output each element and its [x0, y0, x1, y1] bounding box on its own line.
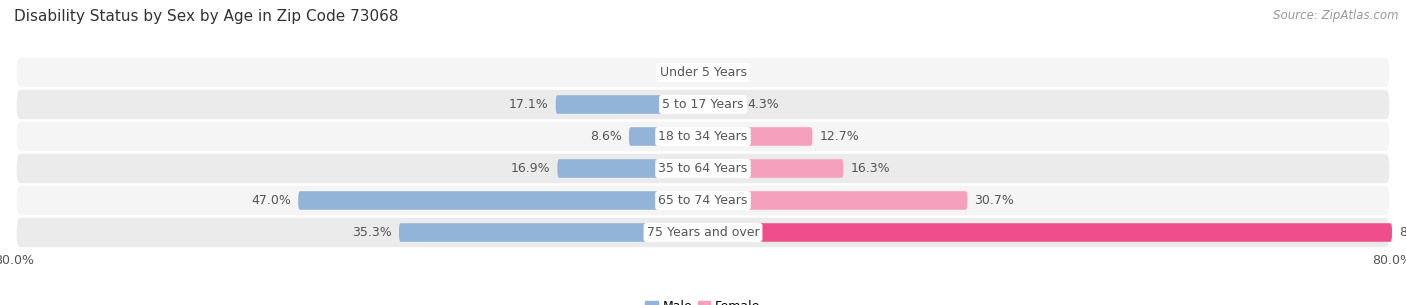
- Text: 4.3%: 4.3%: [747, 98, 779, 111]
- Text: 16.3%: 16.3%: [851, 162, 890, 175]
- Text: 35 to 64 Years: 35 to 64 Years: [658, 162, 748, 175]
- FancyBboxPatch shape: [17, 218, 1389, 247]
- FancyBboxPatch shape: [703, 159, 844, 178]
- FancyBboxPatch shape: [298, 191, 703, 210]
- Text: Under 5 Years: Under 5 Years: [659, 66, 747, 79]
- Text: 16.9%: 16.9%: [510, 162, 551, 175]
- FancyBboxPatch shape: [555, 95, 703, 114]
- FancyBboxPatch shape: [399, 223, 703, 242]
- Text: 5 to 17 Years: 5 to 17 Years: [662, 98, 744, 111]
- FancyBboxPatch shape: [17, 58, 1389, 87]
- Text: 65 to 74 Years: 65 to 74 Years: [658, 194, 748, 207]
- Text: 18 to 34 Years: 18 to 34 Years: [658, 130, 748, 143]
- FancyBboxPatch shape: [703, 191, 967, 210]
- Legend: Male, Female: Male, Female: [641, 295, 765, 305]
- Text: 35.3%: 35.3%: [353, 226, 392, 239]
- Text: 0.0%: 0.0%: [664, 66, 696, 79]
- FancyBboxPatch shape: [17, 122, 1389, 151]
- FancyBboxPatch shape: [703, 127, 813, 146]
- FancyBboxPatch shape: [703, 95, 740, 114]
- Text: 30.7%: 30.7%: [974, 194, 1014, 207]
- FancyBboxPatch shape: [557, 159, 703, 178]
- FancyBboxPatch shape: [628, 127, 703, 146]
- FancyBboxPatch shape: [17, 186, 1389, 215]
- Text: 0.0%: 0.0%: [710, 66, 742, 79]
- Text: 8.6%: 8.6%: [591, 130, 621, 143]
- FancyBboxPatch shape: [17, 90, 1389, 119]
- FancyBboxPatch shape: [703, 223, 1392, 242]
- Text: Disability Status by Sex by Age in Zip Code 73068: Disability Status by Sex by Age in Zip C…: [14, 9, 398, 24]
- Text: 80.0%: 80.0%: [1399, 226, 1406, 239]
- Text: Source: ZipAtlas.com: Source: ZipAtlas.com: [1274, 9, 1399, 22]
- Text: 47.0%: 47.0%: [252, 194, 291, 207]
- Text: 12.7%: 12.7%: [820, 130, 859, 143]
- FancyBboxPatch shape: [17, 154, 1389, 183]
- Text: 17.1%: 17.1%: [509, 98, 548, 111]
- Text: 75 Years and over: 75 Years and over: [647, 226, 759, 239]
